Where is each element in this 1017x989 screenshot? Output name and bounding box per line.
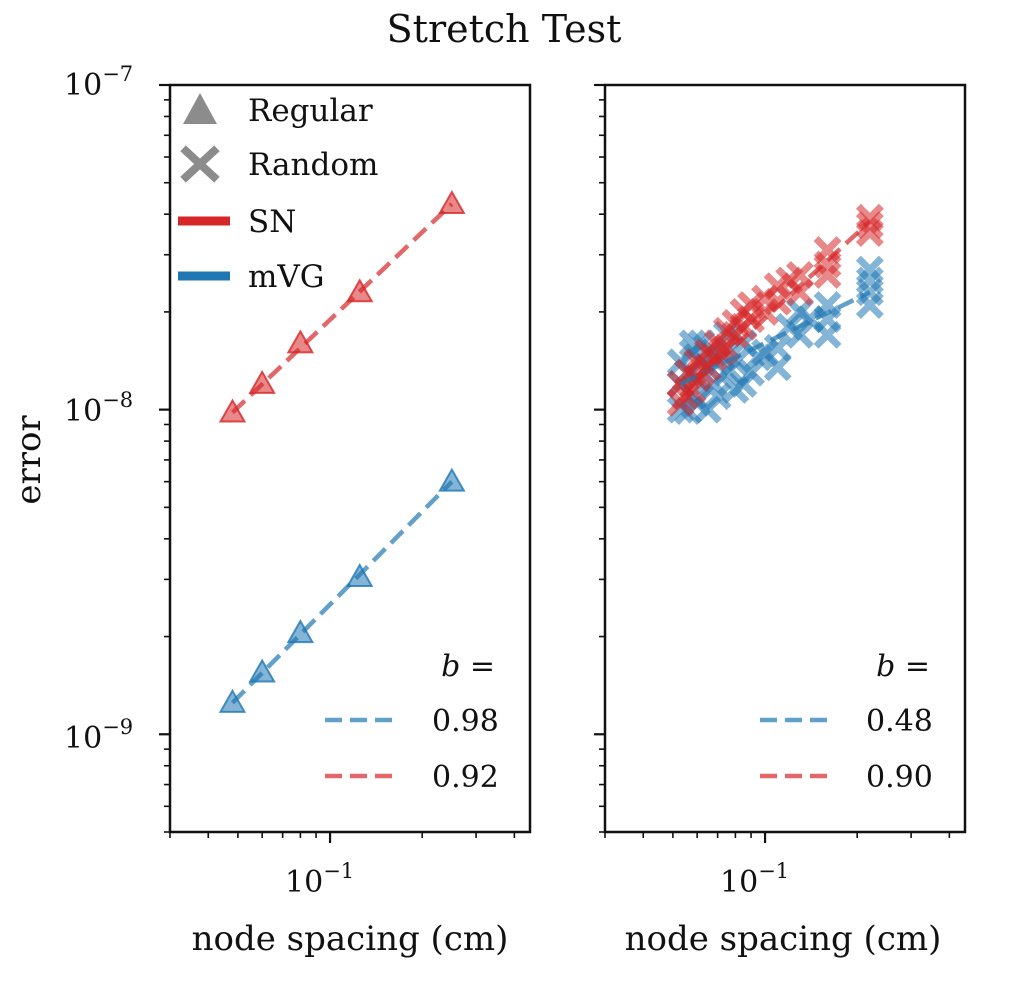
right-fit-legend: b = 0.48 0.90 bbox=[760, 649, 933, 795]
legend-item-mvg: mVG bbox=[178, 259, 325, 295]
left-sn-point bbox=[438, 189, 466, 214]
left-mvg-point bbox=[218, 688, 247, 713]
y-tick-label-1e-9: 10−9 bbox=[64, 715, 133, 756]
right-mvg-point bbox=[703, 382, 732, 411]
right-sn-point bbox=[785, 260, 814, 289]
right-fit-lines bbox=[679, 219, 872, 398]
right-x-tick-label: 10−1 bbox=[720, 859, 789, 900]
cross-icon bbox=[180, 145, 220, 183]
left-x-axis-label: node spacing (cm) bbox=[192, 919, 509, 959]
left-fit-legend-title: b = bbox=[441, 649, 495, 684]
y-tick-label-1e-8: 10−8 bbox=[64, 388, 133, 429]
right-fit-legend-mvg-label: 0.48 bbox=[866, 704, 933, 739]
right-sn-point bbox=[855, 203, 884, 232]
right-sn-fit-line bbox=[679, 219, 872, 398]
right-fit-legend-sn-label: 0.90 bbox=[866, 760, 933, 795]
marker-legend: Regular Random SN mVG bbox=[178, 93, 378, 295]
legend-label-regular: Regular bbox=[248, 93, 373, 129]
left-fit-legend-sn-label: 0.92 bbox=[432, 760, 499, 795]
right-sn-point bbox=[785, 278, 814, 307]
legend-item-sn: SN bbox=[178, 204, 296, 240]
left-plot-frame bbox=[168, 83, 532, 834]
left-sn-point bbox=[248, 369, 276, 394]
left-sn-point bbox=[345, 278, 374, 303]
left-sn-fit-line bbox=[230, 202, 454, 415]
left-mvg-point bbox=[438, 467, 466, 492]
left-panel: 10−7 10−8 10−9 10−1 node spacing (cm) Re… bbox=[64, 62, 532, 959]
legend-item-random: Random bbox=[180, 145, 378, 183]
left-mvg-point bbox=[286, 619, 315, 644]
legend-item-regular: Regular bbox=[183, 93, 373, 129]
right-mvg-point bbox=[855, 255, 884, 284]
left-fit-lines bbox=[230, 202, 454, 705]
right-panel: 10−1 node spacing (cm) b = 0.48 0.90 bbox=[594, 83, 967, 959]
legend-label-sn: SN bbox=[248, 204, 296, 240]
right-sn-point bbox=[763, 272, 792, 301]
legend-label-mvg: mVG bbox=[248, 259, 325, 295]
right-mvg-point bbox=[813, 291, 842, 319]
right-x-axis-label: node spacing (cm) bbox=[625, 919, 942, 959]
right-mvg-point bbox=[763, 353, 792, 382]
left-data-points bbox=[218, 189, 466, 713]
left-fit-legend-mvg-label: 0.98 bbox=[432, 704, 499, 739]
right-data-points bbox=[666, 203, 884, 426]
left-y-tick-labels: 10−7 10−8 10−9 bbox=[64, 62, 133, 756]
left-sn-point bbox=[218, 398, 247, 423]
left-mvg-point bbox=[345, 563, 374, 588]
y-axis-label: error bbox=[9, 415, 49, 505]
left-mvg-point bbox=[248, 658, 276, 683]
triangle-icon bbox=[183, 93, 217, 124]
right-fit-legend-title: b = bbox=[876, 649, 930, 684]
left-x-tick-label: 10−1 bbox=[285, 859, 354, 900]
legend-label-random: Random bbox=[248, 147, 378, 183]
figure-title: Stretch Test bbox=[387, 7, 622, 51]
left-fit-legend: b = 0.98 0.92 bbox=[325, 649, 499, 795]
right-plot-frame bbox=[603, 83, 967, 834]
left-mvg-fit-line bbox=[230, 480, 454, 705]
left-sn-point bbox=[286, 329, 315, 354]
y-tick-label-1e-7: 10−7 bbox=[64, 62, 133, 103]
